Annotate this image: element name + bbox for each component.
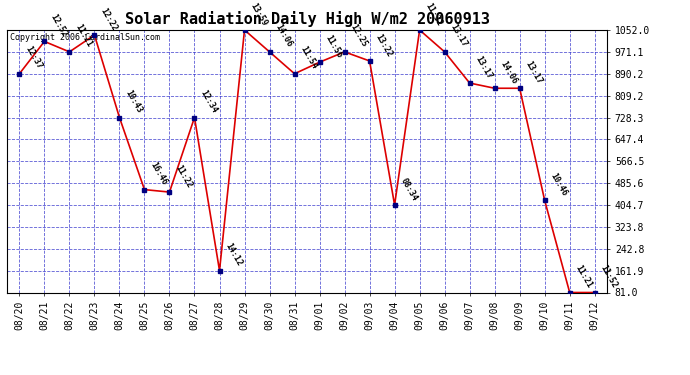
Text: 13:17: 13:17	[448, 23, 469, 49]
Text: 13:22: 13:22	[374, 32, 394, 58]
Text: 14:12: 14:12	[224, 242, 244, 268]
Text: 12:37: 12:37	[23, 45, 44, 71]
Text: 10:43: 10:43	[124, 88, 144, 115]
Text: Copyright 2006 CardinalSun.com: Copyright 2006 CardinalSun.com	[10, 33, 160, 42]
Text: 14:06: 14:06	[274, 23, 294, 49]
Text: 14:06: 14:06	[499, 59, 519, 86]
Text: 11:22: 11:22	[174, 163, 194, 189]
Title: Solar Radiation Daily High W/m2 20060913: Solar Radiation Daily High W/m2 20060913	[125, 12, 489, 27]
Text: 11:52: 11:52	[599, 264, 619, 290]
Text: 13:17: 13:17	[474, 54, 494, 80]
Text: 13:59: 13:59	[248, 1, 269, 27]
Text: 12:25: 12:25	[348, 23, 369, 49]
Text: 12:52: 12:52	[48, 12, 69, 39]
Text: 16:46: 16:46	[148, 160, 169, 187]
Text: 08:34: 08:34	[399, 176, 419, 202]
Text: 12:34: 12:34	[199, 88, 219, 115]
Text: 11:54: 11:54	[299, 45, 319, 71]
Text: 11:21: 11:21	[574, 264, 594, 290]
Text: 11:21: 11:21	[74, 23, 94, 49]
Text: 11:56: 11:56	[324, 33, 344, 59]
Text: 12:22: 12:22	[99, 6, 119, 32]
Text: 11:32: 11:32	[424, 1, 444, 27]
Text: 13:17: 13:17	[524, 59, 544, 86]
Text: 10:46: 10:46	[549, 171, 569, 198]
